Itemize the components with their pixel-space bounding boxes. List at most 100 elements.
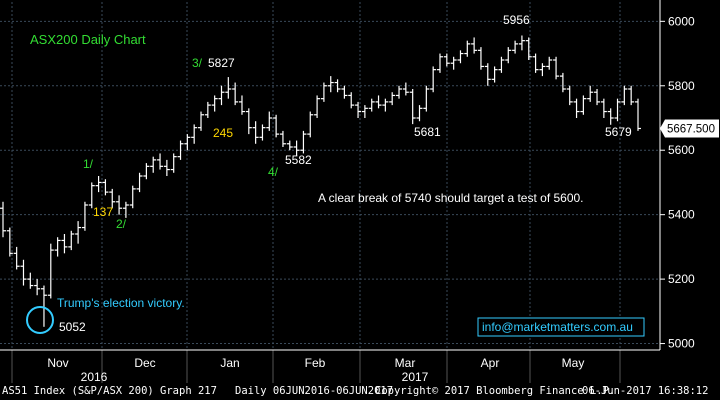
footer-range: Daily 06JUN2016-06JUN2017 — [235, 385, 394, 397]
ohlc-bar — [559, 72, 566, 93]
ohlc-bar — [225, 77, 232, 99]
ohlc-bar — [6, 227, 13, 257]
wave-245-label: 245 — [213, 126, 233, 140]
high-5827-label: 5827 — [208, 56, 235, 70]
x-month-label: Nov — [47, 356, 68, 370]
footer-bar: AS51 Index (S&P/ASX 200) Graph 217 Daily… — [0, 383, 720, 400]
ohlc-bar — [491, 66, 498, 83]
x-month-label: Dec — [134, 356, 155, 370]
ohlc-bar — [471, 37, 478, 54]
y-tick-label: 5200 — [668, 272, 695, 286]
ohlc-bar — [293, 140, 300, 157]
y-tick-label: 5800 — [668, 79, 695, 93]
ohlc-bar — [368, 98, 375, 112]
ohlc-bar — [614, 98, 621, 122]
ohlc-bar — [361, 105, 368, 118]
ohlc-bar — [402, 82, 409, 96]
ohlc-bar — [430, 66, 437, 93]
ohlc-bar — [102, 179, 109, 196]
ohlc-bar — [204, 101, 211, 118]
ohlc-bar — [266, 111, 273, 131]
ohlc-bar — [450, 56, 457, 70]
ohlc-bar — [443, 53, 450, 67]
ohlc-bar — [505, 47, 512, 64]
ohlc-bar — [436, 53, 443, 73]
ohlc-bar — [191, 124, 198, 144]
ohlc-bar — [116, 195, 123, 215]
wave-1-label: 1/ — [83, 157, 94, 171]
grid — [0, 2, 660, 350]
ohlc-bar — [252, 121, 259, 144]
election-note: Trump's election victory. — [57, 296, 185, 310]
ohlc-bar — [136, 172, 143, 193]
ohlc-bar — [334, 79, 341, 93]
ohlc-bar — [594, 89, 601, 106]
footer-index: AS51 Index (S&P/ASX 200) Graph 217 — [2, 385, 217, 397]
ohlc-bar — [61, 234, 68, 254]
ohlc-bar — [286, 140, 293, 151]
ohlc-bar — [54, 237, 61, 257]
ohlc-bar — [245, 108, 252, 135]
ohlc-bar — [539, 63, 546, 77]
ohlc-bar — [416, 105, 423, 122]
ohlc-bar — [47, 243, 54, 299]
ohlc-bar — [327, 76, 334, 93]
y-tick-label: 5600 — [668, 143, 695, 157]
last-price-box — [660, 119, 719, 138]
ohlc-bar — [607, 108, 614, 125]
ohlc-bar — [88, 182, 95, 209]
ohlc-bar — [259, 124, 266, 141]
ohlc-bar — [573, 98, 580, 118]
ohlc-bar — [389, 92, 396, 106]
ohlc-bar — [157, 153, 164, 170]
low-5681-label: 5681 — [414, 125, 441, 139]
ohlc-bar — [122, 201, 129, 218]
low-5582-label: 5582 — [285, 153, 312, 167]
ohlc-bar — [600, 98, 607, 118]
ohlc-bar — [498, 56, 505, 73]
ohlc-bar — [184, 134, 191, 151]
ohlc-bar — [143, 163, 150, 180]
ohlc-bar — [525, 37, 532, 60]
y-tick-label: 5400 — [668, 208, 695, 222]
last-price-tag: 5667.500 — [660, 119, 719, 138]
ohlc-bar — [580, 95, 587, 115]
x-month-label: Jan — [220, 356, 239, 370]
axes: 5000 5200 5400 5600 5800 6000 Nov Dec Jan Feb Mar A… — [0, 0, 719, 383]
x-month-label: Mar — [395, 356, 416, 370]
ohlc-bar — [566, 85, 573, 106]
x-year-label: 2016 — [81, 370, 108, 383]
ohlc-bar — [628, 85, 635, 106]
last-price-label: 5667.500 — [667, 123, 715, 135]
asx200-chart: 5000 5200 5400 5600 5800 6000 Nov Dec Jan Feb Mar A… — [0, 0, 720, 383]
chart-title: ASX200 Daily Chart — [30, 32, 146, 47]
ohlc-bar — [163, 159, 170, 176]
ohlc-bar — [477, 47, 484, 70]
ohlc-bar — [279, 130, 286, 147]
ohlc-bar — [484, 63, 491, 86]
ohlc-bar — [341, 85, 348, 99]
ohlc-bar — [75, 221, 82, 244]
website-link[interactable]: info@marketmatters.com.au — [482, 320, 633, 334]
ohlc-bar — [375, 95, 382, 109]
y-tick-label: 6000 — [668, 14, 695, 28]
ohlc-bar — [409, 89, 416, 125]
ohlc-bar — [635, 98, 641, 131]
ohlc-bar — [170, 153, 177, 173]
ohlc-bar — [0, 201, 6, 238]
ohlc-bar — [27, 272, 34, 289]
ohlc-bar — [109, 188, 116, 209]
x-month-label: May — [562, 356, 585, 370]
y-tick-label: 5000 — [668, 337, 695, 351]
ohlc-bar — [532, 53, 539, 73]
target-note: A clear break of 5740 should target a te… — [318, 191, 584, 205]
ohlc-bar — [273, 114, 280, 138]
footer-copyright: Copyright© 2017 Bloomberg Finance L.P. — [375, 385, 616, 397]
ohlc-bar — [177, 140, 184, 160]
ohlc-bar — [211, 95, 218, 112]
ohlc-bar — [348, 92, 355, 109]
ohlc-bar — [464, 40, 471, 57]
x-month-label: Feb — [305, 356, 326, 370]
ohlc-bar — [129, 185, 136, 209]
ohlc-bar — [198, 111, 205, 131]
